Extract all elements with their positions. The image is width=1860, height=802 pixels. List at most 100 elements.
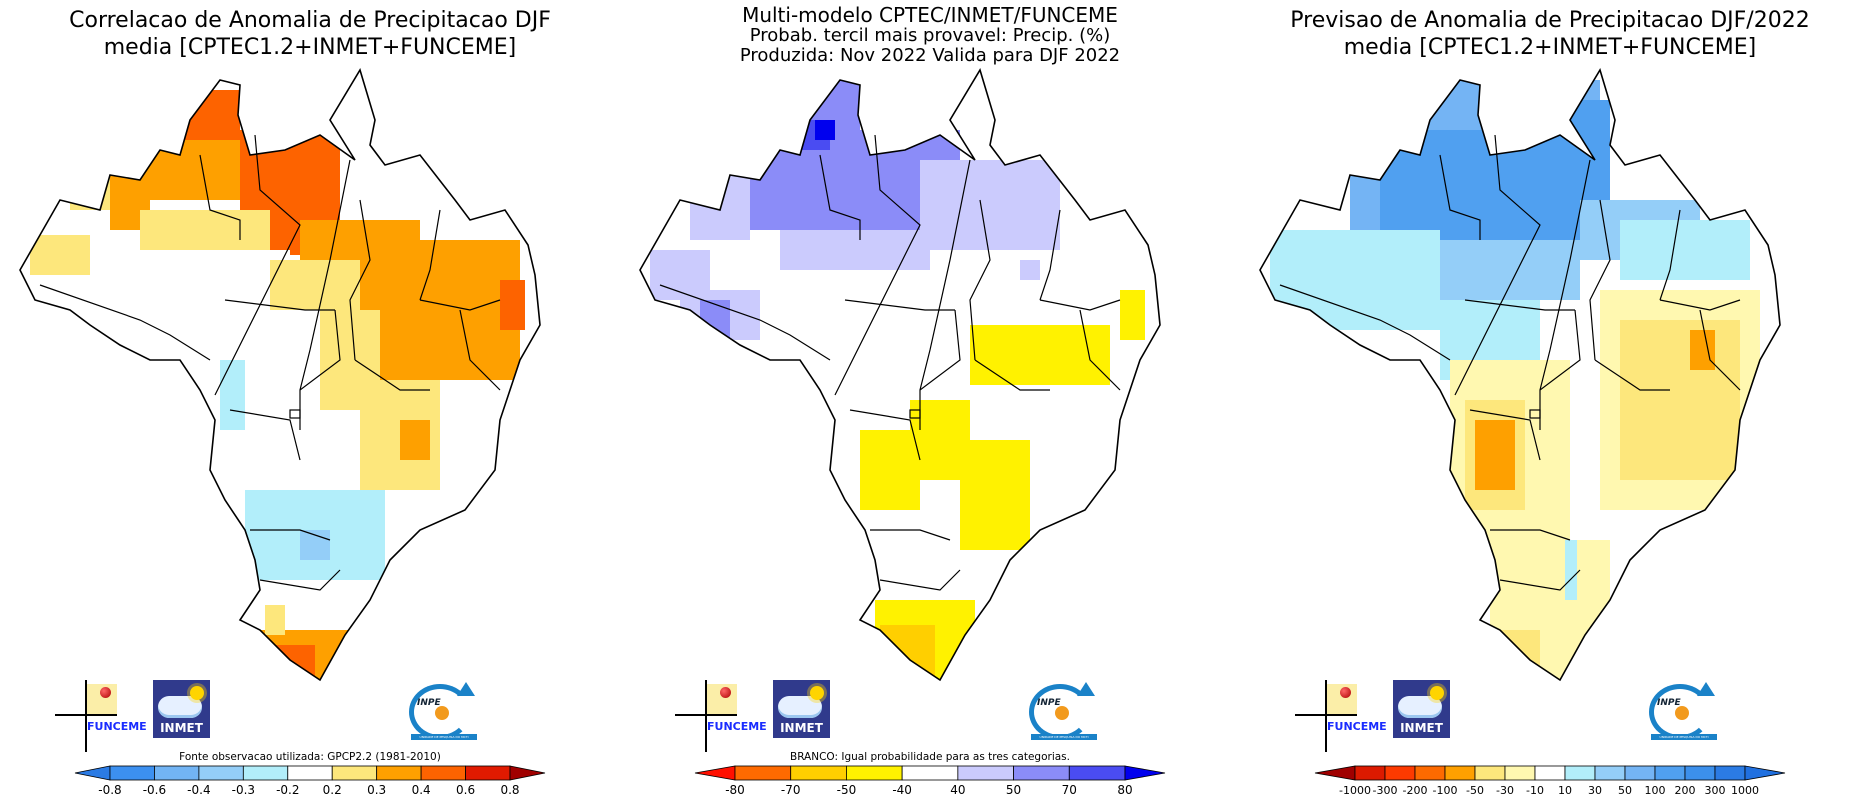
panel-title-line-2: media [CPTEC1.2+INMET+FUNCEME] (1343, 35, 1757, 60)
colorbar-tick-label: 200 (1675, 784, 1696, 797)
colorbar-tick-label: -10 (1526, 784, 1544, 797)
colorbar-swatch (109, 765, 155, 781)
anomaly-field (650, 80, 1145, 680)
colorbar-tick-label: 0.6 (456, 783, 475, 797)
country-outline (19, 68, 541, 682)
state-border (1464, 299, 1575, 311)
state-border (1659, 209, 1681, 301)
grid-cell (780, 230, 930, 270)
state-border (229, 409, 301, 461)
colorbar: -80 -70 -50 -40 40 50 70 80 (694, 765, 1166, 797)
state-border (224, 299, 335, 311)
data-source-note: Fonte observacao utilizada: GPCP2.2 (198… (179, 751, 441, 763)
grid-cell (1020, 260, 1040, 280)
state-border (1594, 359, 1670, 391)
grid-cell (400, 420, 430, 460)
colorbar-swatch (1013, 765, 1070, 781)
federal-district (289, 409, 301, 419)
grid-cell (1495, 640, 1510, 670)
grid-cell (880, 625, 935, 680)
grid-cell (1440, 240, 1580, 300)
colorbar-swatch (1414, 765, 1446, 781)
colorbar-tick-label: 0.4 (412, 783, 431, 797)
state-border (1539, 159, 1591, 391)
inmet-logo: INMET (1393, 680, 1450, 738)
grid-cell (270, 260, 360, 310)
colorbar-max-arrow (1124, 765, 1166, 781)
colorbar-swatch (734, 765, 792, 781)
colorbar-tick-label: 0.8 (500, 783, 519, 797)
grid-cell (1490, 540, 1610, 680)
grid-cell (70, 150, 110, 210)
grid-cell (1620, 320, 1740, 480)
grid-cell (970, 325, 1110, 385)
grid-cell (1620, 220, 1750, 280)
funceme-logo: FUNCEME (55, 680, 165, 755)
colorbar-min-arrow (74, 765, 111, 781)
funceme-logo: FUNCEME (675, 680, 785, 755)
panel-forecast: Previsao de Anomalia de Precipitacao DJF… (1240, 0, 1860, 802)
colorbar-tick-label: -30 (1496, 784, 1514, 797)
colorbar-tick-label: -50 (837, 783, 857, 797)
colorbar-swatch (1354, 765, 1386, 781)
colorbar-tick-label: 300 (1705, 784, 1726, 797)
state-border (1039, 209, 1061, 301)
panel-title-line-2: media [CPTEC1.2+INMET+FUNCEME] (103, 35, 517, 60)
colorbar-swatch (1594, 765, 1626, 781)
colorbar-tick-label: -100 (1433, 784, 1458, 797)
grid-cell (140, 140, 240, 200)
state-border (419, 299, 501, 311)
colorbar-max-arrow (1744, 765, 1786, 781)
panel-title-line-3: Produzida: Nov 2022 Valida para DJF 2022 (739, 45, 1121, 66)
colorbar-tick-label: -80 (725, 783, 745, 797)
colorbar-swatch (376, 765, 422, 781)
colorbar-swatch (846, 765, 903, 781)
colorbar-tick-label: -50 (1466, 784, 1484, 797)
legend-note: BRANCO: Igual probabilidade para as tres… (789, 751, 1070, 763)
grid-cell (960, 440, 1030, 550)
grid-cell (1565, 540, 1577, 600)
colorbar-swatch (957, 765, 1014, 781)
grid-cell (1475, 420, 1515, 490)
state-border (1499, 569, 1581, 591)
colorbar-tick-label: 0.2 (323, 783, 342, 797)
colorbar-swatch (1624, 765, 1656, 781)
panel-title-line-1: Correlacao de Anomalia de Precipitacao D… (69, 8, 551, 33)
grid-cell (1270, 230, 1440, 330)
state-border (250, 529, 331, 541)
colorbar-swatch (1384, 765, 1416, 781)
state-border (1439, 154, 1481, 240)
state-border (819, 154, 861, 240)
colorbar-tick-label: -300 (1373, 784, 1398, 797)
colorbar-tick-label: 30 (1588, 784, 1602, 797)
anomaly-field (1270, 80, 1760, 680)
inmet-logo: INMET (773, 680, 830, 738)
anomaly-field (30, 90, 525, 680)
state-border (849, 409, 921, 461)
colorbar-swatch (1684, 765, 1716, 781)
colorbar-tick-label: -0.6 (143, 783, 166, 797)
grid-cell (1120, 290, 1145, 340)
colorbar-swatch (420, 765, 466, 781)
state-border (299, 159, 351, 391)
colorbar-tick-label: -0.2 (276, 783, 299, 797)
grid-cell (920, 160, 1060, 250)
panel-title-line-1: Previsao de Anomalia de Precipitacao DJF… (1290, 8, 1810, 33)
state-border (199, 154, 241, 240)
colorbar: -1000 -300 -200 -100 -50 -30 -10 10 30 50 100 200 30… (1314, 765, 1786, 797)
colorbar-tick-label: -40 (892, 783, 912, 797)
colorbar-swatch (331, 765, 378, 781)
colorbar-swatch (1534, 765, 1566, 781)
colorbar-tick-label: 70 (1062, 783, 1077, 797)
colorbar-swatch (465, 765, 511, 781)
state-border (659, 284, 831, 361)
colorbar-swatch (198, 765, 244, 781)
state-border (1589, 199, 1611, 361)
colorbar-swatch (1714, 765, 1746, 781)
colorbar-swatch (790, 765, 847, 781)
colorbar-tick-label: 50 (1006, 783, 1021, 797)
grid-cell (220, 360, 245, 430)
state-border (1659, 299, 1741, 311)
grid-cell (1500, 630, 1540, 680)
state-border (1079, 309, 1121, 391)
